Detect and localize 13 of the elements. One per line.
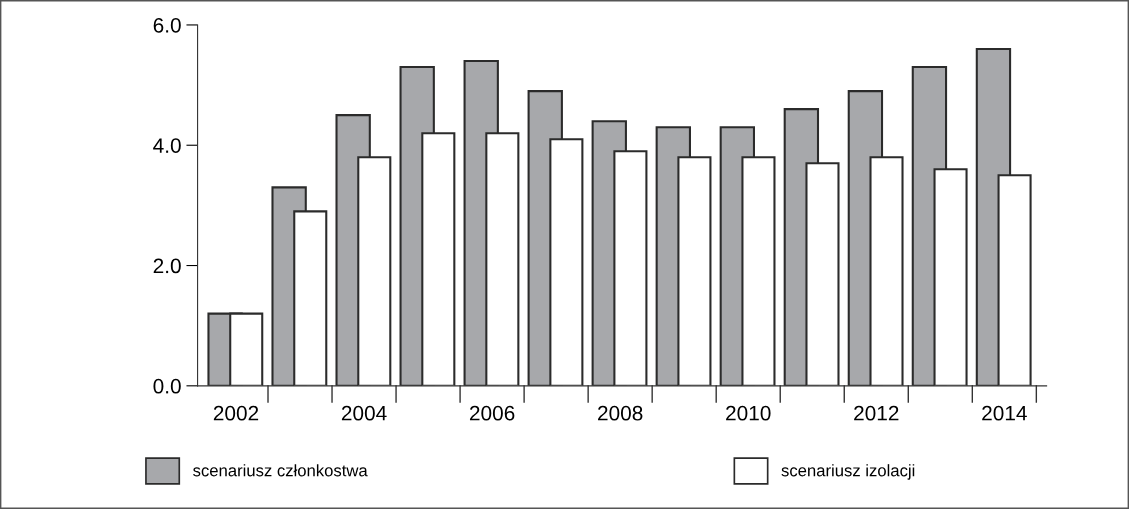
x-tick-label: 2010 <box>726 405 771 421</box>
x-tick-label: 2012 <box>854 405 899 421</box>
y-tick-label: 6.0 <box>153 17 181 33</box>
x-tick-label: 2002 <box>213 405 259 421</box>
x-tick-label: 2014 <box>982 405 1027 421</box>
y-tick-label: 4.0 <box>153 138 181 153</box>
legend-label: scenariusz izolacji <box>781 464 915 480</box>
legend-label: scenariusz członkostwa <box>193 464 368 477</box>
x-tick-label: 2006 <box>469 405 515 421</box>
x-tick-label: 2008 <box>598 405 643 421</box>
x-tick-label: 2004 <box>341 405 387 421</box>
y-tick-label: 0.0 <box>153 378 181 394</box>
y-tick-label: 2.0 <box>153 258 181 274</box>
